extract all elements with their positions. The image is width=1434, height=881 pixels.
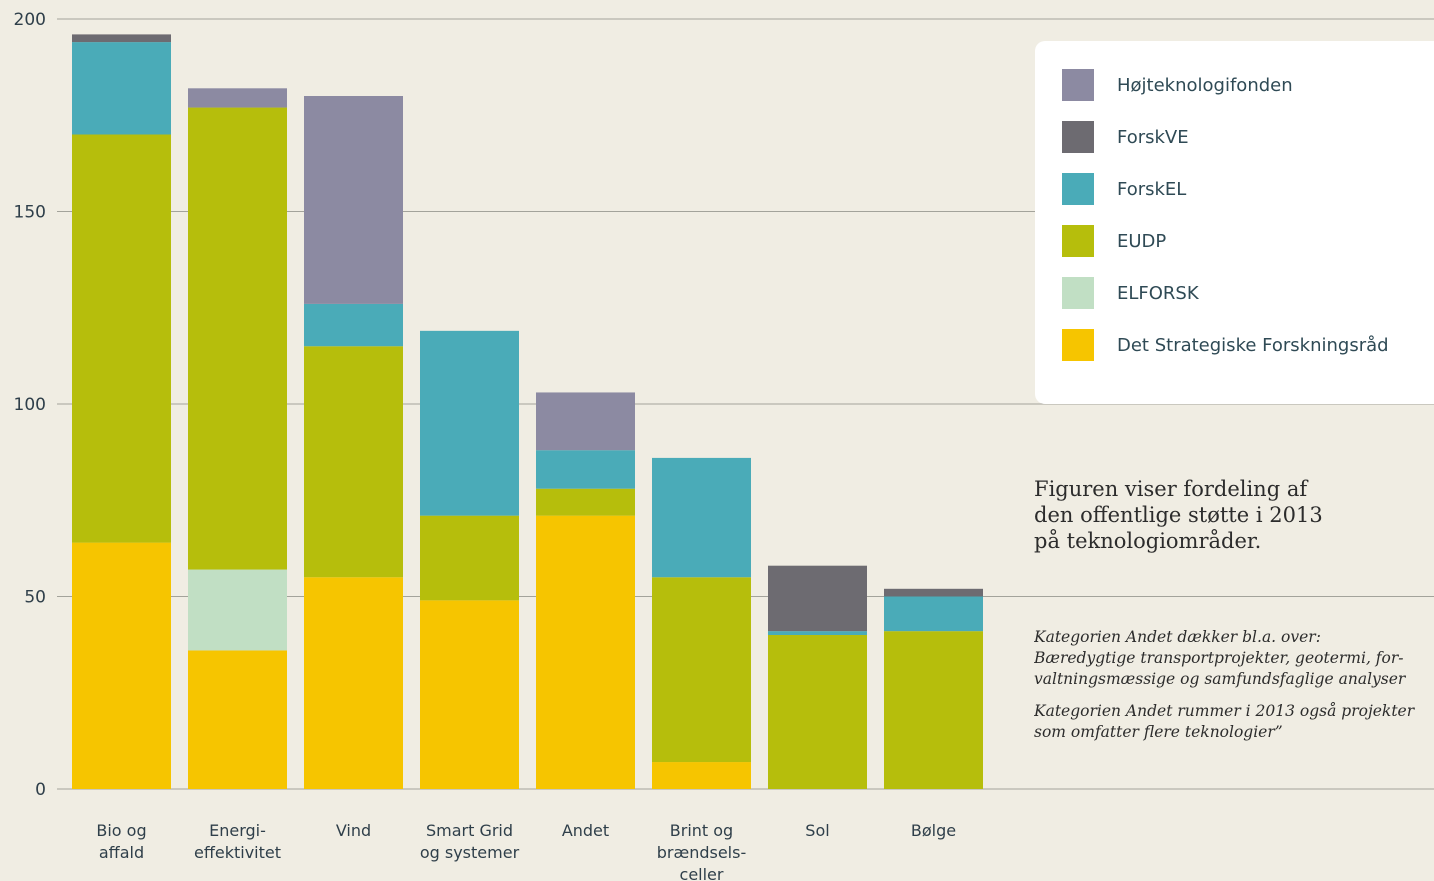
legend-swatch	[1062, 329, 1094, 361]
legend-label: Det Strategiske Forskningsråd	[1117, 334, 1389, 356]
bar-segment	[304, 346, 403, 578]
bar-segment	[768, 631, 867, 635]
caption-line: Figuren viser fordeling af	[1034, 477, 1308, 501]
x-tick-label: Bio og	[96, 821, 146, 840]
bar-segment	[72, 134, 171, 543]
bar-segment	[420, 600, 519, 789]
bar-segment	[304, 303, 403, 347]
x-tick-label: Brint og	[670, 821, 733, 840]
bar-segment	[652, 457, 751, 578]
note-line: Bæredygtige transportprojekter, geotermi…	[1034, 649, 1404, 667]
y-tick-label: 100	[14, 395, 46, 415]
x-tick-label: Energi-	[209, 821, 266, 840]
legend-item: ELFORSK	[1062, 277, 1199, 309]
x-tick-label: brændsels-	[657, 843, 746, 862]
x-tick-label: affald	[99, 843, 144, 862]
bar-segment	[420, 515, 519, 601]
legend: Højteknologifonden ForskVE ForskEL EUDP ELFO…	[1035, 41, 1434, 404]
bar-segment	[884, 631, 983, 789]
bar-segment	[536, 392, 635, 451]
legend-label: Højteknologifonden	[1117, 74, 1293, 96]
x-tick-label: celler	[680, 865, 724, 881]
bar-segment	[188, 107, 287, 570]
legend-swatch	[1062, 277, 1094, 309]
legend-swatch	[1062, 173, 1094, 205]
x-tick-label: og systemer	[420, 843, 520, 862]
y-tick-label: 50	[24, 588, 46, 608]
note-paragraph: Kategorien Andet dækker bl.a. over: Bære…	[1034, 627, 1434, 690]
bar-segment	[188, 569, 287, 651]
bar-segment	[884, 588, 983, 597]
note-line: som omfatter flere teknologier”	[1034, 723, 1283, 741]
legend-swatch	[1062, 121, 1094, 153]
bar-segment	[72, 42, 171, 135]
bar-segment	[72, 34, 171, 43]
legend-label: ForskEL	[1117, 178, 1187, 200]
bar-segment	[768, 565, 867, 632]
legend-label: ELFORSK	[1117, 282, 1199, 304]
caption-line: på teknologiområder.	[1034, 529, 1262, 553]
bar-segment	[188, 650, 287, 789]
legend-label: EUDP	[1117, 230, 1167, 252]
legend-label: ForskVE	[1117, 126, 1189, 148]
legend-item: Højteknologifonden	[1062, 69, 1293, 101]
bar-segment	[652, 762, 751, 789]
bar-segment	[304, 96, 403, 304]
bar-segment	[304, 577, 403, 789]
legend-item: Det Strategiske Forskningsråd	[1062, 329, 1389, 361]
note-line: valtningsmæssige og samfundsfaglige anal…	[1034, 670, 1406, 688]
note-paragraph: Kategorien Andet rummer i 2013 også proj…	[1034, 701, 1434, 743]
caption-line: den offentlige støtte i 2013	[1034, 503, 1323, 527]
legend-swatch	[1062, 225, 1094, 257]
bar-segment	[72, 542, 171, 789]
bar-segment	[768, 635, 867, 789]
note-line: Kategorien Andet dækker bl.a. over:	[1034, 628, 1321, 646]
bar-segment	[420, 330, 519, 516]
bar-segment	[536, 488, 635, 516]
y-tick-label: 150	[14, 203, 46, 223]
x-tick-label: Vind	[336, 821, 371, 840]
x-tick-label: Andet	[562, 821, 609, 840]
category-note: Kategorien Andet dækker bl.a. over: Bære…	[1034, 627, 1434, 754]
note-line: Kategorien Andet rummer i 2013 også proj…	[1034, 702, 1415, 720]
x-tick-label: Bølge	[911, 821, 956, 840]
legend-item: EUDP	[1062, 225, 1166, 257]
x-tick-label: Sol	[805, 821, 829, 840]
bar-segment	[536, 515, 635, 789]
bar-segment	[188, 88, 287, 108]
x-tick-label: Smart Grid	[426, 821, 513, 840]
y-tick-label: 0	[35, 780, 46, 800]
bar-segment	[536, 450, 635, 489]
x-tick-label: effektivitet	[194, 843, 281, 862]
y-tick-label: 200	[14, 10, 46, 30]
bar-segment	[652, 577, 751, 763]
legend-item: ForskVE	[1062, 121, 1189, 153]
legend-swatch	[1062, 69, 1094, 101]
chart-caption: Figuren viser fordeling af den offentlig…	[1034, 476, 1323, 554]
legend-item: ForskEL	[1062, 173, 1186, 205]
bar-segment	[884, 596, 983, 632]
